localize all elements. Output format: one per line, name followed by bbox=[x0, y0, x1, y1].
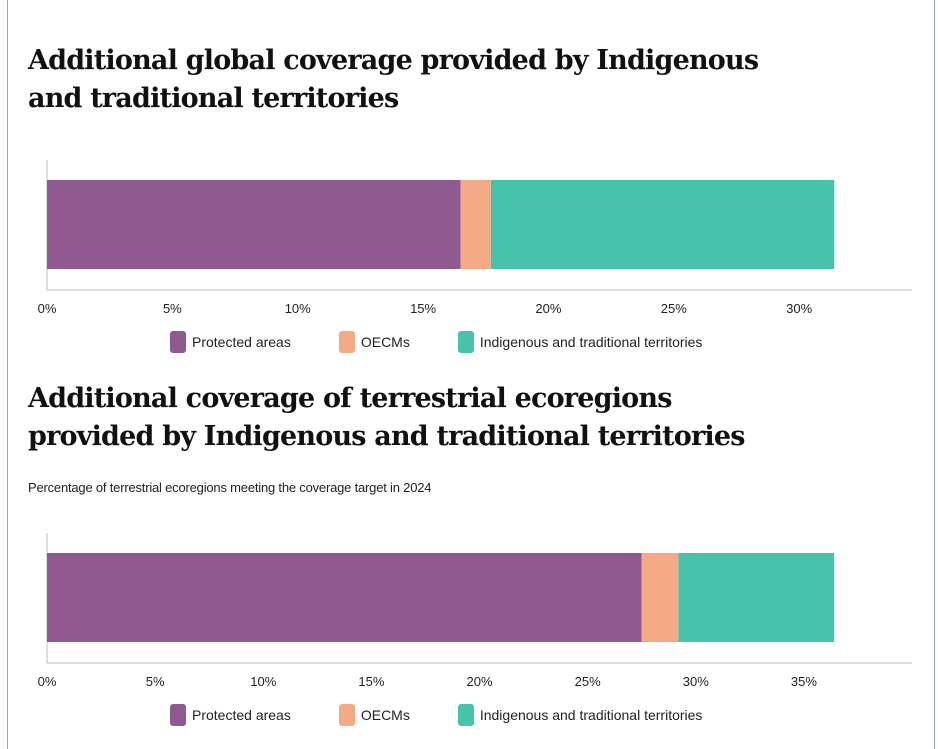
legend-swatch-oecm bbox=[338, 331, 355, 353]
chart-1-legend: Protected areas OECMs Indigenous and tra… bbox=[170, 330, 750, 354]
x-tick-label: 5% bbox=[146, 674, 165, 689]
legend-swatch-indigenous bbox=[457, 704, 474, 726]
x-tick-label: 10% bbox=[285, 301, 311, 316]
legend-label: Indigenous and traditional territories bbox=[479, 334, 703, 350]
chart-2-title: Additional coverage of terrestrial ecore… bbox=[28, 383, 745, 452]
x-tick-label: 20% bbox=[466, 674, 492, 689]
legend-label: OECMs bbox=[360, 707, 410, 723]
legend-item-protected-areas: Protected areas bbox=[170, 331, 291, 353]
legend-label: Indigenous and traditional territories bbox=[479, 707, 703, 723]
chart-2-legend: Protected areas OECMs Indigenous and tra… bbox=[170, 703, 750, 727]
legend-swatch-indigenous bbox=[457, 331, 474, 353]
x-tick-label: 35% bbox=[791, 674, 817, 689]
chart-1-plot: 0% 5% 10% 15% 20% 25% 30% bbox=[38, 160, 912, 316]
x-tick-label: 25% bbox=[575, 674, 601, 689]
x-tick-label: 15% bbox=[358, 674, 384, 689]
bar-segment-indigenous-territories bbox=[678, 553, 835, 642]
legend-item-oecms: OECMs bbox=[338, 331, 410, 353]
legend-item-indigenous: Indigenous and traditional territories bbox=[457, 331, 703, 353]
x-tick-label: 30% bbox=[786, 301, 812, 316]
legend-item-oecms: OECMs bbox=[338, 704, 410, 726]
legend-label: OECMs bbox=[360, 334, 410, 350]
chart-frame bbox=[7, 0, 935, 749]
legend-label: Protected areas bbox=[192, 707, 291, 723]
x-tick-label: 0% bbox=[38, 674, 57, 689]
x-tick-label: 10% bbox=[250, 674, 276, 689]
legend-label: Protected areas bbox=[192, 334, 291, 350]
legend-swatch-protected bbox=[170, 331, 186, 353]
chart-1-title: Additional global coverage provided by I… bbox=[28, 45, 759, 114]
legend-swatch-protected bbox=[170, 704, 186, 726]
x-tick-label: 20% bbox=[535, 301, 561, 316]
chart-2-subtitle: Percentage of terrestrial ecoregions mee… bbox=[28, 480, 432, 495]
legend-item-indigenous: Indigenous and traditional territories bbox=[457, 704, 703, 726]
bar-segment-indigenous-territories bbox=[490, 180, 835, 269]
bar-segment-oecms bbox=[641, 553, 679, 642]
legend-swatch-oecm bbox=[338, 704, 355, 726]
legend-item-protected-areas: Protected areas bbox=[170, 704, 291, 726]
x-tick-label: 25% bbox=[661, 301, 687, 316]
x-tick-label: 0% bbox=[38, 301, 57, 316]
x-tick-label: 5% bbox=[163, 301, 182, 316]
bar-segment-oecms bbox=[460, 180, 491, 269]
x-tick-label: 30% bbox=[683, 674, 709, 689]
bar-segment-protected-areas bbox=[47, 553, 642, 642]
x-tick-label: 15% bbox=[410, 301, 436, 316]
chart-2-plot: 0% 5% 10% 15% 20% 25% 30% 35% bbox=[38, 533, 912, 689]
bar-segment-protected-areas bbox=[47, 180, 461, 269]
